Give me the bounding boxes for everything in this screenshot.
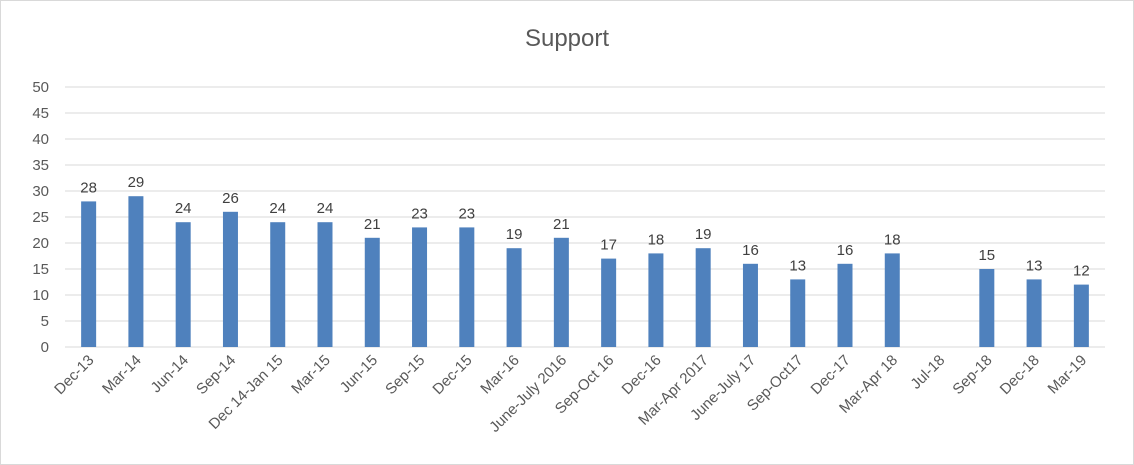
y-tick-label: 35 [32, 157, 49, 174]
bar [128, 196, 144, 347]
bar [742, 263, 758, 347]
x-tick-label: Sep-15 [382, 352, 428, 398]
bar [1073, 284, 1089, 347]
y-tick-label: 10 [32, 287, 49, 304]
bars [81, 196, 1089, 347]
data-label: 23 [411, 205, 428, 222]
data-label: 13 [1026, 257, 1043, 274]
data-label: 21 [553, 216, 570, 233]
x-tick-label: Mar-14 [99, 352, 145, 398]
data-label: 29 [128, 174, 145, 191]
x-tick-label: Dec-16 [619, 352, 665, 398]
bar [175, 222, 191, 347]
data-label: 18 [884, 231, 901, 248]
data-label: 28 [80, 179, 97, 196]
data-labels: 28 29 24 26 24 24 21 23 23 19 21 17 18 19 16 13 16 18 15 13… [80, 174, 1089, 279]
chart-title: Support [525, 25, 609, 52]
bar [1026, 279, 1042, 347]
bar [790, 279, 806, 347]
data-label: 13 [789, 257, 806, 274]
data-label: 16 [837, 242, 854, 259]
bar [506, 248, 522, 347]
x-tick-label: Dec-15 [429, 352, 475, 398]
data-label: 24 [317, 200, 334, 217]
x-tick-label: Mar-19 [1045, 352, 1091, 398]
x-tick-label: Sep-14 [193, 352, 239, 398]
x-tick-label: Mar-16 [477, 352, 523, 398]
bar [695, 248, 711, 347]
bar [648, 253, 664, 347]
data-label: 15 [978, 247, 995, 264]
data-label: 23 [458, 205, 475, 222]
y-tick-label: 50 [32, 79, 49, 96]
data-label: 17 [600, 237, 617, 254]
bar [837, 263, 853, 347]
y-tick-label: 30 [32, 183, 49, 200]
bar [270, 222, 286, 347]
bar [81, 201, 97, 347]
y-tick-label: 40 [32, 131, 49, 148]
y-tick-label: 0 [41, 339, 49, 356]
bar [222, 211, 238, 347]
bar [553, 237, 569, 347]
data-label: 16 [742, 242, 759, 259]
bar [317, 222, 333, 347]
data-label: 26 [222, 190, 239, 207]
gridlines [65, 86, 1105, 348]
data-label: 21 [364, 216, 381, 233]
data-label: 18 [648, 231, 665, 248]
x-tick-label: Jul-18 [907, 352, 948, 393]
bar [979, 269, 995, 347]
bar [459, 227, 475, 347]
x-tick-label: Jun-15 [337, 352, 381, 396]
data-label: 19 [695, 226, 712, 243]
x-tick-label: Jun-14 [148, 352, 192, 396]
data-label: 12 [1073, 263, 1090, 280]
bar [364, 237, 380, 347]
x-tick-label: Dec-18 [997, 352, 1043, 398]
data-label: 24 [269, 200, 286, 217]
data-label: 24 [175, 200, 192, 217]
x-tick-label: Sep-18 [949, 352, 995, 398]
x-tick-label: Dec-13 [51, 352, 97, 398]
bar [884, 253, 900, 347]
x-tick-label: Dec-17 [808, 352, 854, 398]
y-tick-label: 45 [32, 105, 49, 122]
bar [412, 227, 428, 347]
y-tick-label: 15 [32, 261, 49, 278]
data-label: 19 [506, 226, 523, 243]
y-tick-label: 5 [41, 313, 49, 330]
x-tick-label: Mar-15 [288, 352, 334, 398]
y-axis-ticks: 0 5 10 15 20 25 30 35 40 45 50 [32, 79, 49, 356]
y-tick-label: 20 [32, 235, 49, 252]
bar [601, 258, 617, 347]
y-tick-label: 25 [32, 209, 49, 226]
